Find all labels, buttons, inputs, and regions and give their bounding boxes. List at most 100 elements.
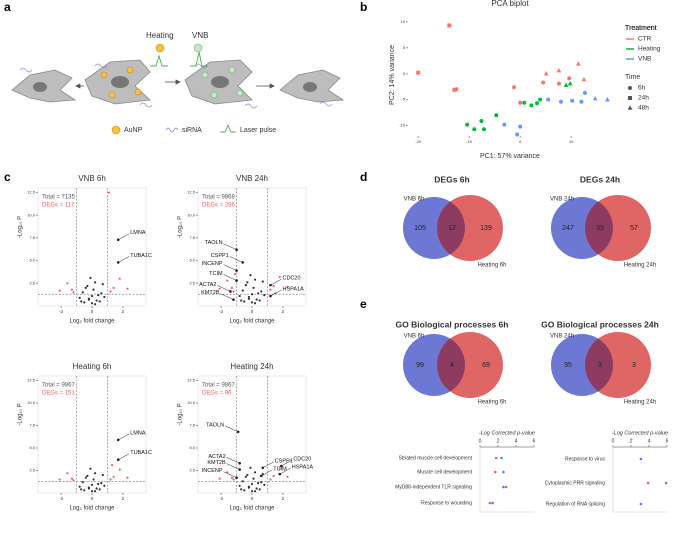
point: [250, 293, 254, 296]
category-label: MyD88-independent TLR signaling: [395, 484, 472, 490]
significant-point: [126, 476, 129, 479]
point: [93, 303, 97, 306]
gene-label: HSPA1A: [292, 465, 314, 471]
pca-point: [592, 96, 598, 101]
point: [81, 291, 84, 294]
point: [97, 482, 100, 486]
venn-overlap: [437, 334, 465, 396]
point: [81, 481, 84, 484]
y-axis-label: -Log₁₀ P: [18, 216, 24, 238]
point: [243, 300, 246, 303]
point: [93, 490, 97, 493]
x-axis-label: -Log Corrected p-value: [479, 430, 535, 436]
point: [250, 482, 254, 486]
gene-arrow: [223, 471, 237, 478]
gene-arrow: [261, 469, 273, 477]
dot: [491, 501, 494, 505]
dot: [494, 456, 498, 460]
point: [244, 475, 247, 478]
point: [257, 482, 260, 485]
pca-point: [529, 103, 534, 108]
x-tick-label: 0: [91, 309, 94, 314]
pca-point: [535, 101, 540, 106]
point: [250, 490, 254, 493]
gene-label: LMNA: [130, 230, 146, 236]
gene-label: TCIM: [209, 271, 223, 277]
significant-point: [66, 472, 69, 475]
point: [238, 484, 241, 487]
x-tick-label: 2: [497, 438, 500, 444]
point: [260, 290, 263, 293]
significant-point: [58, 289, 61, 292]
point: [253, 490, 257, 493]
gene-label: TAOLN: [205, 240, 223, 246]
legend-label: Laser pulse: [240, 127, 276, 134]
pca-point: [454, 87, 459, 92]
y-tick-label: 2.5: [29, 468, 35, 473]
overlap-count: 39: [596, 225, 604, 232]
significant-point: [269, 288, 272, 291]
significant-point: [272, 284, 275, 288]
annotation: Total = 9867: [202, 383, 236, 389]
gene-point: [116, 238, 120, 242]
gene-label: TUBA1C: [130, 450, 152, 456]
y-tick-label: 10.0: [187, 400, 196, 405]
point: [246, 281, 249, 284]
x-tick-label: -20: [415, 139, 422, 144]
significant-point: [226, 279, 229, 282]
x-tick-label: 4: [648, 438, 651, 444]
x-tick-label: -2: [219, 309, 223, 314]
pca-point: [567, 76, 572, 81]
gene-label: INCENP: [202, 261, 223, 267]
venn-overlap: [585, 334, 613, 396]
point: [93, 472, 97, 475]
significant-point: [230, 286, 234, 289]
pca-point: [579, 99, 584, 104]
point: [241, 289, 244, 292]
pca-point: [575, 61, 581, 66]
panel-label: e: [360, 297, 367, 311]
gene-point: [235, 269, 238, 272]
significant-point: [118, 468, 121, 471]
annotation: DEGs = 117: [42, 203, 75, 209]
gene-label: ACTA2: [208, 454, 225, 460]
x-tick-label: 4: [515, 438, 518, 444]
significant-point: [286, 285, 289, 289]
significant-point: [232, 290, 235, 293]
point: [100, 482, 103, 485]
point: [92, 478, 95, 481]
y-tick-label: 5.0: [29, 445, 35, 450]
pca-point: [567, 80, 573, 86]
gene-arrow: [225, 425, 239, 433]
x-axis-label: -Log Corrected p-value: [612, 430, 668, 436]
gene-point: [269, 283, 272, 287]
significant-point: [112, 475, 115, 478]
significant-point: [218, 287, 221, 290]
annotation: DEGs = 151: [42, 391, 76, 397]
pca-point: [538, 97, 543, 102]
gene-point: [232, 298, 235, 301]
gene-point: [241, 261, 245, 264]
panel-label: b: [360, 0, 367, 14]
dot: [488, 501, 492, 505]
point: [252, 286, 255, 289]
gene-point: [116, 458, 120, 462]
point: [247, 297, 251, 300]
point: [253, 471, 257, 474]
significant-point: [110, 464, 114, 467]
gene-arrow: [279, 467, 291, 475]
pca-point: [416, 70, 421, 75]
gene-arrow: [118, 256, 130, 263]
point: [103, 484, 106, 487]
venn-overlap: [585, 197, 613, 259]
dot: [664, 481, 668, 485]
x-tick-label: 2: [122, 496, 125, 501]
point: [257, 292, 260, 295]
gene-label: CSPP1: [211, 253, 229, 259]
chart-title: GO Biological processes 6h: [396, 319, 509, 329]
annotation: Total = 9868: [202, 195, 236, 201]
point: [83, 489, 86, 492]
point: [252, 477, 255, 480]
significant-point: [233, 273, 237, 276]
gene-point: [116, 261, 120, 264]
